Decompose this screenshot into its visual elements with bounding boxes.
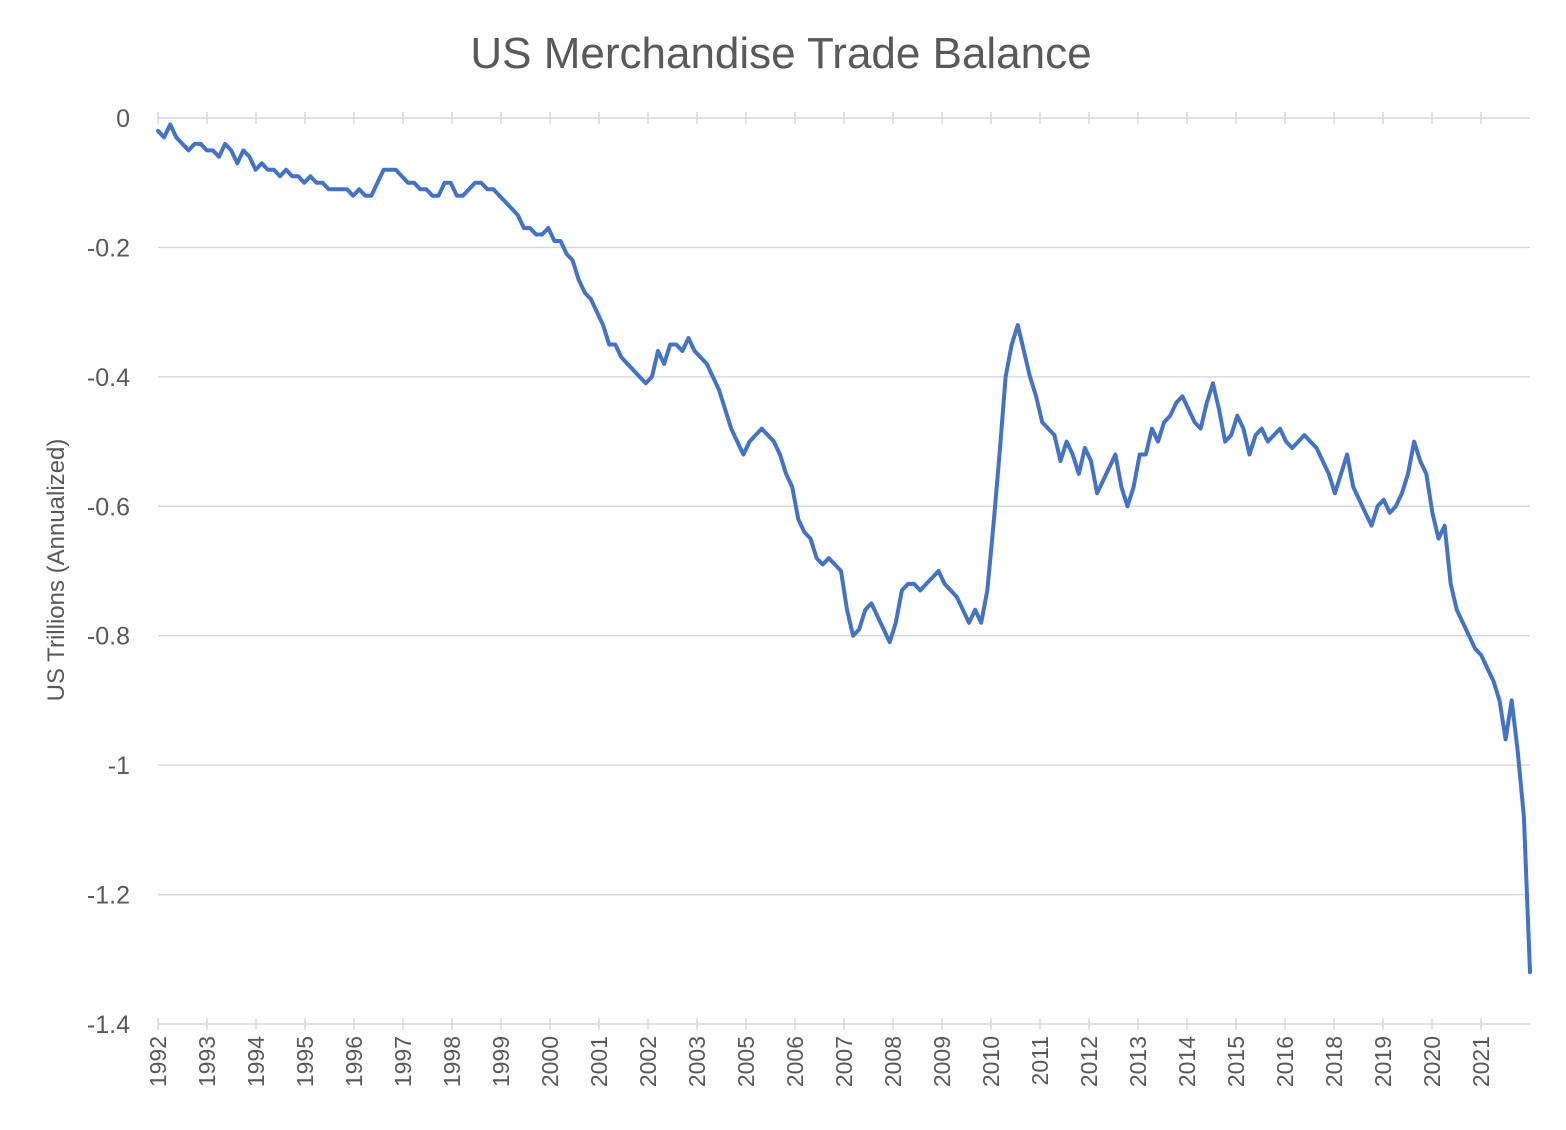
y-tick-label: -1.2 xyxy=(87,882,130,910)
x-axis: 1992 1993 1994 1995 1996 1997 1998 1999 2000 2001… xyxy=(145,112,1494,1087)
y-tick-label: -0.8 xyxy=(87,623,130,651)
x-tick-label: 2014 xyxy=(1174,1036,1200,1087)
x-tick-label: 2002 xyxy=(635,1036,661,1087)
trade-balance-line xyxy=(156,122,1532,975)
x-tick-label: 2019 xyxy=(1370,1036,1396,1087)
x-tick-label: 2018 xyxy=(1321,1036,1347,1087)
x-tick-label: 2007 xyxy=(831,1036,857,1087)
plot-area xyxy=(156,122,1532,975)
x-tick-label: 2006 xyxy=(782,1036,808,1087)
x-tick-label: 1993 xyxy=(194,1036,220,1087)
y-tick-label: 0 xyxy=(116,105,130,133)
x-tick-label: 2005 xyxy=(733,1036,759,1087)
gridlines xyxy=(158,117,1530,1025)
x-tick-label: 2016 xyxy=(1272,1036,1298,1087)
x-tick-label: 1996 xyxy=(341,1036,367,1087)
x-tick-label: 1992 xyxy=(145,1036,171,1087)
y-tick-label: -1.4 xyxy=(87,1011,130,1039)
x-tick-label: 2012 xyxy=(1076,1036,1102,1087)
x-tick-label: 2013 xyxy=(1125,1036,1151,1087)
y-tick-label: -1 xyxy=(108,752,130,780)
x-tick-label: 2008 xyxy=(880,1036,906,1087)
y-axis: 0 -0.2 -0.4 -0.6 -0.8 -1 -1.2 -1.4 xyxy=(87,105,130,1039)
y-axis-label: US Trillions (Annualized) xyxy=(43,439,70,702)
x-tick-label: 2011 xyxy=(1027,1036,1053,1085)
x-tick-label: 2009 xyxy=(929,1036,955,1087)
x-tick-label: 2000 xyxy=(537,1036,563,1087)
y-tick-label: -0.2 xyxy=(87,234,130,262)
x-tick-label: 2001 xyxy=(586,1036,612,1087)
x-tick-label: 2010 xyxy=(978,1036,1004,1087)
x-tick-label: 1997 xyxy=(390,1036,416,1087)
chart-title: US Merchandise Trade Balance xyxy=(470,29,1091,78)
y-tick-label: -0.4 xyxy=(87,364,130,392)
x-tick-label: 1999 xyxy=(488,1036,514,1087)
x-tick-label: 1994 xyxy=(243,1036,269,1087)
x-tick-label: 2021 xyxy=(1468,1036,1494,1087)
x-tick-label: 2020 xyxy=(1419,1036,1445,1087)
x-tick-label: 2003 xyxy=(684,1036,710,1087)
y-tick-label: -0.6 xyxy=(87,493,130,521)
x-tick-label: 2015 xyxy=(1223,1036,1249,1087)
x-tick-label: 1998 xyxy=(439,1036,465,1087)
x-tick-label: 1995 xyxy=(292,1036,318,1087)
